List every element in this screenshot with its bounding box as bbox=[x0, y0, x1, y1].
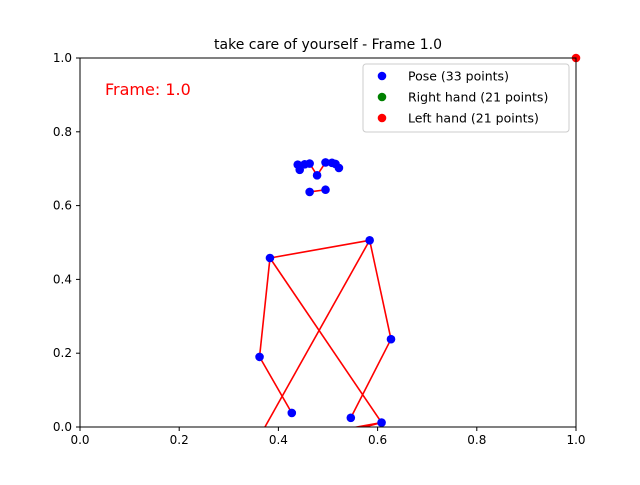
x-tick-label: 0.0 bbox=[70, 433, 89, 447]
frame-annotation: Frame: 1.0 bbox=[105, 80, 191, 99]
chart-title: take care of yourself - Frame 1.0 bbox=[214, 37, 442, 53]
y-tick-label: 0.8 bbox=[53, 125, 72, 139]
data-point bbox=[255, 353, 264, 362]
data-point bbox=[266, 254, 275, 263]
y-tick-label: 0.4 bbox=[53, 272, 72, 286]
y-tick-label: 0.2 bbox=[53, 346, 72, 360]
data-point bbox=[287, 409, 296, 418]
legend-marker bbox=[378, 114, 387, 123]
legend-marker bbox=[378, 72, 387, 81]
x-tick-label: 0.6 bbox=[368, 433, 387, 447]
legend-label: Right hand (21 points) bbox=[408, 90, 548, 105]
x-tick-label: 0.8 bbox=[467, 433, 486, 447]
data-point bbox=[347, 413, 356, 422]
y-tick-label: 0.0 bbox=[53, 420, 72, 434]
legend-marker bbox=[378, 93, 387, 102]
data-point bbox=[321, 185, 330, 194]
data-point bbox=[377, 418, 386, 427]
x-tick-label: 0.2 bbox=[170, 433, 189, 447]
data-point bbox=[387, 335, 396, 344]
y-tick-label: 1.0 bbox=[53, 51, 72, 65]
data-point bbox=[305, 188, 314, 197]
data-point bbox=[313, 171, 322, 180]
data-point bbox=[365, 236, 374, 245]
y-tick-label: 0.6 bbox=[53, 199, 72, 213]
legend: Pose (33 points) Right hand (21 points) Le… bbox=[363, 64, 569, 132]
legend-label: Pose (33 points) bbox=[408, 69, 509, 84]
x-tick-label: 0.4 bbox=[269, 433, 288, 447]
x-tick-label: 1.0 bbox=[566, 433, 585, 447]
data-point bbox=[293, 160, 302, 169]
data-point bbox=[331, 160, 340, 169]
legend-label: Left hand (21 points) bbox=[408, 111, 539, 126]
